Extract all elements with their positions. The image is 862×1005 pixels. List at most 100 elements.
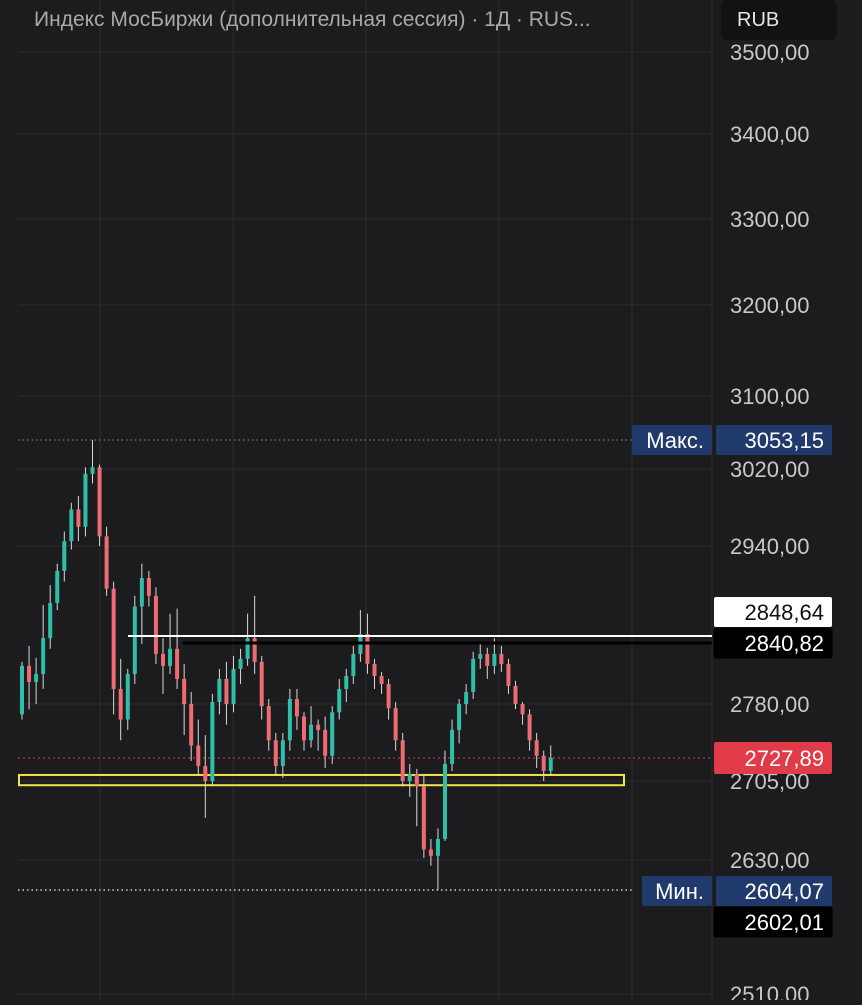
candle <box>76 495 81 542</box>
candle <box>323 716 328 768</box>
candle-body <box>457 704 462 730</box>
candle <box>245 613 250 666</box>
candle-body <box>400 740 405 781</box>
candle-body <box>55 570 60 603</box>
candle-body <box>520 704 525 715</box>
current-price-badge: 2727,89 <box>744 746 824 771</box>
candle-body <box>499 653 504 664</box>
max-label: Макс. <box>646 428 704 453</box>
candle-body <box>443 763 447 839</box>
candle-body <box>90 467 95 474</box>
candle-body <box>407 773 412 781</box>
candle-body <box>168 648 173 666</box>
candle <box>435 828 440 891</box>
candle <box>48 585 53 649</box>
candle-body <box>506 663 511 686</box>
candle-body <box>118 688 123 720</box>
candle-body <box>351 653 356 676</box>
candle-body <box>471 658 476 692</box>
y-tick-label: 3300,00 <box>730 207 810 232</box>
candle <box>280 733 285 778</box>
candle <box>34 657 39 704</box>
candle <box>217 668 222 715</box>
candle-body <box>111 588 116 689</box>
candle-body <box>196 745 201 766</box>
y-tick-label: 2940,00 <box>730 534 810 559</box>
support-zone <box>18 773 625 787</box>
min-label: Мин. <box>655 879 704 904</box>
candle-body <box>534 740 539 756</box>
y-tick-label: 3500,00 <box>730 40 810 65</box>
min-value-badge-bg <box>716 876 832 906</box>
candle <box>400 733 405 787</box>
y-tick-label: 2780,00 <box>730 692 810 717</box>
level-black-badge-bg <box>713 627 833 659</box>
candle <box>111 581 116 715</box>
candle-body <box>485 653 490 666</box>
candle-body <box>344 675 349 689</box>
candle <box>499 645 504 672</box>
candle-body <box>210 701 215 781</box>
candle-body <box>330 712 335 756</box>
candle-body <box>294 698 299 717</box>
level-bottom-badge-bg <box>713 906 833 938</box>
candle-body <box>513 685 518 704</box>
candle-body <box>450 729 455 764</box>
level-white-badge-bg <box>714 597 832 627</box>
candle <box>534 733 539 768</box>
candle <box>330 706 335 764</box>
candle <box>273 733 278 774</box>
candle <box>302 712 306 751</box>
candle <box>414 768 419 827</box>
candle <box>294 688 299 730</box>
candle-body <box>428 849 433 856</box>
candle <box>20 661 24 720</box>
candle <box>485 647 490 679</box>
candle <box>351 645 356 684</box>
candle-body <box>435 838 440 856</box>
candle <box>104 526 109 596</box>
candle <box>125 668 130 730</box>
candle <box>224 661 229 725</box>
y-tick-label: 3020,00 <box>730 457 810 482</box>
candle-body <box>316 724 321 730</box>
candle <box>182 663 187 736</box>
candle-body <box>302 716 306 741</box>
max-label-bg <box>632 425 712 455</box>
y-tick-label: 2510,00 <box>730 982 810 1000</box>
level-bottom-badge: 2602,01 <box>744 910 824 935</box>
candle <box>337 678 342 720</box>
candle <box>175 608 180 689</box>
y-tick-label: 3400,00 <box>730 122 810 147</box>
current-price-badge-bg <box>714 742 832 774</box>
candle <box>520 701 525 725</box>
candle-body <box>146 578 151 596</box>
candle <box>443 750 447 842</box>
currency-button[interactable]: RUB <box>721 0 837 40</box>
candle-body <box>280 740 285 766</box>
candle-body <box>20 665 24 715</box>
candle <box>252 595 257 674</box>
candle <box>97 464 102 546</box>
candle <box>372 658 377 689</box>
min-value-badge: 2604,07 <box>744 879 824 904</box>
candle-body <box>27 665 32 682</box>
candle-body <box>34 673 39 682</box>
candle <box>41 605 46 689</box>
candle <box>316 719 321 751</box>
level-white-badge: 2848,64 <box>744 600 824 625</box>
candle <box>139 563 144 644</box>
candle <box>55 563 60 611</box>
candle-body <box>231 668 236 704</box>
candle <box>513 680 518 710</box>
candle-body <box>492 653 497 666</box>
candle-body <box>125 673 130 720</box>
candle <box>421 773 426 858</box>
candle-body <box>372 663 377 676</box>
candle <box>464 683 469 715</box>
candle-body <box>365 634 370 664</box>
candle <box>548 745 553 776</box>
candle <box>196 719 201 774</box>
